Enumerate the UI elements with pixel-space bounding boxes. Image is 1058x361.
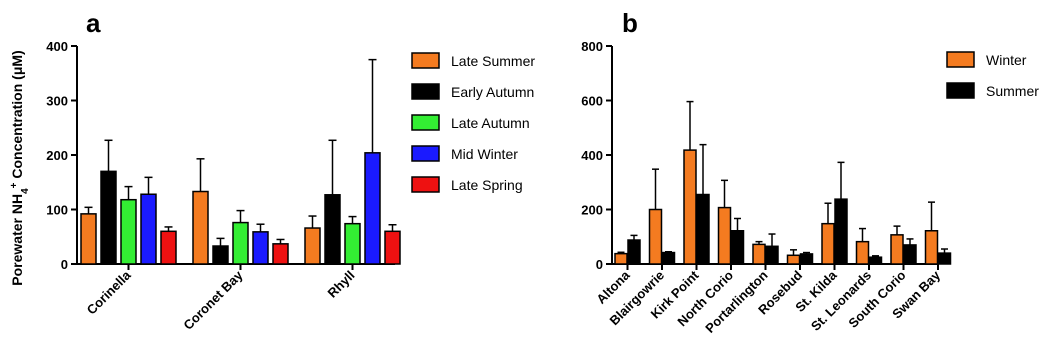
bar-late-spring-coronet-bay: [272, 243, 289, 265]
bar-summer-portarlington: [765, 245, 779, 265]
x-tick-label: Corinella: [84, 267, 134, 317]
panel-b-letter: b: [622, 8, 638, 38]
bar-late-autumn-rhyll: [344, 222, 361, 265]
y-tick-label: 0: [61, 257, 68, 272]
legend-swatch-summer: [946, 82, 975, 99]
legend-label-late-summer: Late Summer: [451, 53, 535, 69]
legend-swatch-late-summer: [411, 52, 440, 69]
bar-summer-swan-bay: [937, 252, 952, 265]
y-tick-label: 400: [46, 39, 68, 54]
bar-summer-blairgowrie: [661, 251, 676, 265]
y-tick-label: 200: [581, 203, 603, 218]
x-tick-label: Rhyll: [325, 268, 358, 301]
legend-label-late-spring: Late Spring: [451, 177, 523, 193]
panel-a-chart: 0 100 200 300 400 Corinella Coronet Bay Rhyll La…: [46, 39, 535, 333]
y-tick-label: 0: [596, 257, 603, 272]
bar-late-spring-corinella: [160, 230, 177, 265]
legend-swatch-late-spring: [411, 176, 440, 193]
bar-winter-blairgowrie: [648, 208, 663, 265]
bar-late-autumn-corinella: [120, 198, 137, 265]
legend-swatch-mid-winter: [411, 145, 440, 162]
y-tick-label: 800: [581, 39, 603, 54]
bar-winter-rosebud: [786, 254, 801, 265]
y-tick-label: 400: [581, 148, 603, 163]
bar-winter-portarlington: [752, 243, 766, 265]
bar-late-summer-coronet-bay: [192, 190, 209, 265]
bar-summer-st-kilda: [834, 198, 848, 265]
legend-swatch-late-autumn: [411, 114, 440, 131]
panel-a-letter: a: [86, 8, 101, 38]
y-tick-label: 200: [46, 148, 68, 163]
legend-label-early-autumn: Early Autumn: [451, 84, 534, 100]
legend-swatch-early-autumn: [411, 83, 440, 100]
bar-late-summer-corinella: [80, 213, 97, 265]
bar-winter-st-leonards: [855, 240, 870, 265]
y-tick-label: 300: [46, 94, 68, 109]
bar-winter-south-corio: [890, 234, 904, 265]
bar-winter-kirk-point: [683, 149, 697, 265]
bar-summer-south-corio: [903, 244, 917, 265]
bar-early-autumn-rhyll: [324, 194, 341, 265]
bar-late-spring-rhyll: [384, 230, 401, 265]
y-tick-label: 600: [581, 94, 603, 109]
bar-mid-winter-coronet-bay: [252, 231, 269, 265]
y-axis-label: Porewater NH4+ Concentration (μM): [9, 50, 31, 285]
legend-swatch-winter: [946, 51, 975, 68]
bar-winter-swan-bay: [924, 230, 939, 265]
bar-late-autumn-coronet-bay: [232, 221, 249, 265]
bar-early-autumn-coronet-bay: [212, 245, 229, 265]
legend-label-late-autumn: Late Autumn: [451, 115, 530, 131]
legend-label-mid-winter: Mid Winter: [451, 146, 518, 162]
bar-summer-north-corio: [730, 230, 745, 265]
bar-summer-kirk-point: [696, 193, 710, 265]
bar-summer-rosebud: [799, 253, 814, 265]
x-tick-label: Coronet Bay: [180, 267, 246, 333]
bar-early-autumn-corinella: [100, 170, 117, 265]
bar-winter-st-kilda: [821, 222, 835, 265]
y-tick-label: 100: [46, 203, 68, 218]
bar-late-summer-rhyll: [304, 227, 321, 265]
bar-mid-winter-rhyll: [364, 152, 381, 265]
bar-mid-winter-corinella: [140, 193, 157, 265]
bar-summer-st-leonards: [868, 256, 883, 265]
bar-summer-altona: [627, 239, 641, 265]
bar-winter-north-corio: [717, 206, 732, 265]
legend-label-summer: Summer: [986, 83, 1039, 99]
bar-winter-altona: [614, 252, 628, 265]
legend-label-winter: Winter: [986, 52, 1027, 68]
